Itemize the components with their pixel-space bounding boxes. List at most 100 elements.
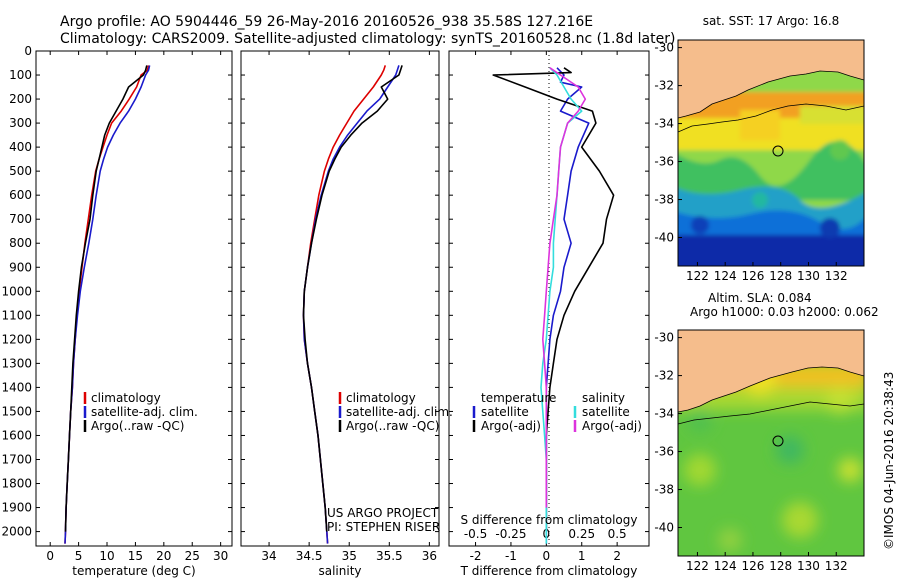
map-x-tick-label: 122 bbox=[686, 269, 709, 283]
depth-tick-label: 1300 bbox=[1, 356, 32, 370]
map-x-tick-label: 130 bbox=[797, 269, 820, 283]
depth-tick-label: 700 bbox=[9, 212, 32, 226]
map-x-tick-label: 122 bbox=[686, 559, 709, 573]
map-y-tick-label: -30 bbox=[654, 331, 674, 345]
map-y-tick-label: -36 bbox=[654, 445, 674, 459]
depth-tick-label: 900 bbox=[9, 260, 32, 274]
salinity-panel-frame bbox=[240, 50, 440, 547]
depth-tick-label: 600 bbox=[9, 188, 32, 202]
x-tick-label: 34.5 bbox=[296, 549, 323, 563]
legend-temperature: climatology satellite-adj. clim. Argo(..… bbox=[83, 391, 198, 433]
sla-map-axes: 122 124 126 128 130 132 -30 -32 -34 -36 -38 -40 bbox=[654, 331, 847, 573]
map-y-tick-label: -34 bbox=[654, 117, 674, 131]
map-y-tick-label: -38 bbox=[654, 193, 674, 207]
depth-tick-label: 1400 bbox=[1, 380, 32, 394]
map-x-tick-label: 130 bbox=[797, 559, 820, 573]
x2-tick-label: 0.25 bbox=[568, 527, 595, 541]
x-tick-label: 25 bbox=[185, 549, 200, 563]
map-x-tick-label: 124 bbox=[714, 269, 737, 283]
map-x-tick-label: 128 bbox=[769, 559, 792, 573]
legend-temp-title: temperature bbox=[481, 391, 556, 405]
depth-tick-label: 800 bbox=[9, 236, 32, 250]
x2-tick-label: -0.25 bbox=[495, 527, 526, 541]
argo-position-marker bbox=[772, 435, 784, 447]
legend-label-sat: satellite-adj. clim. bbox=[346, 405, 453, 419]
x-tick-label: 35 bbox=[342, 549, 357, 563]
project-credit: US ARGO PROJECT bbox=[327, 506, 439, 520]
legend-label-argo: Argo(..raw -QC) bbox=[346, 419, 439, 433]
x-tick-label: 36 bbox=[422, 549, 437, 563]
x-tick-label: 15 bbox=[128, 549, 143, 563]
map-y-tick-label: -40 bbox=[654, 231, 674, 245]
tdiff-xlabel: T difference from climatology bbox=[460, 564, 638, 578]
map-y-tick-label: -32 bbox=[654, 79, 674, 93]
salinity-xlabel: salinity bbox=[318, 564, 361, 578]
x-tick-label: 20 bbox=[156, 549, 171, 563]
x-tick-label: 34 bbox=[261, 549, 276, 563]
depth-tick-label: 0 bbox=[24, 44, 32, 58]
legend-sal-title: salinity bbox=[582, 391, 625, 405]
x-tick-label: 35.5 bbox=[376, 549, 403, 563]
depth-tick-label: 1700 bbox=[1, 452, 32, 466]
depth-tick-label: 1100 bbox=[1, 308, 32, 322]
map-x-tick-label: 126 bbox=[742, 269, 765, 283]
panel-0-series bbox=[64, 65, 151, 544]
panel-1-series bbox=[302, 65, 403, 544]
legend-label-t-argo: Argo(-adj) bbox=[481, 419, 541, 433]
sla-map-title-2: Argo h1000: 0.03 h2000: 0.062 bbox=[690, 305, 879, 319]
map-x-tick-label: 128 bbox=[769, 269, 792, 283]
series-line-temperature-argo-adj- bbox=[492, 67, 615, 532]
map-y-tick-label: -40 bbox=[654, 521, 674, 535]
depth-tick-label: 100 bbox=[9, 68, 32, 82]
x-tick-label: 30 bbox=[213, 549, 228, 563]
sst-map bbox=[678, 40, 864, 266]
sst-land bbox=[678, 40, 864, 118]
map-y-tick-label: -36 bbox=[654, 155, 674, 169]
series-line-salinity-argo-adj- bbox=[541, 67, 587, 508]
depth-axis: 0 100 200 300 400 500 600 700 800 900 1000 1100 1200… bbox=[1, 44, 649, 539]
legend-difference: temperature salinity satellite Argo(-adj… bbox=[472, 391, 642, 433]
x-tick-label: 0 bbox=[543, 549, 551, 563]
depth-tick-label: 500 bbox=[9, 164, 32, 178]
sla-contour bbox=[678, 401, 864, 425]
map-y-tick-label: -38 bbox=[654, 483, 674, 497]
x-tick-label: 10 bbox=[99, 549, 114, 563]
x2-tick-label: -0.5 bbox=[464, 527, 487, 541]
header-line-2: Climatology: CARS2009. Satellite-adjuste… bbox=[60, 31, 675, 47]
sst-contour bbox=[678, 103, 864, 133]
sst-map-axes: 122 124 126 128 130 132 -30 -32 -34 -36 -38 -40 bbox=[654, 41, 847, 283]
x-tick-label: -1 bbox=[505, 549, 517, 563]
legend-label-sat: satellite-adj. clim. bbox=[91, 405, 198, 419]
x-tick-label: 1 bbox=[578, 549, 586, 563]
profile-lines bbox=[64, 65, 615, 544]
header-line-1: Argo profile: AO 5904446_59 26-May-2016 … bbox=[60, 14, 593, 30]
map-x-tick-label: 132 bbox=[825, 269, 848, 283]
x-tick-label: -2 bbox=[470, 549, 482, 563]
map-y-tick-label: -34 bbox=[654, 407, 674, 421]
series-line-satellite-adj-clim- bbox=[302, 65, 400, 544]
series-line-climatology bbox=[302, 65, 387, 544]
x-tick-label: 0 bbox=[46, 549, 54, 563]
series-line-argo-raw-qc- bbox=[64, 65, 148, 532]
sla-map-title-1: Altim. SLA: 0.084 bbox=[708, 291, 812, 305]
temperature-panel-frame bbox=[35, 50, 233, 547]
sdiff-xlabel: S difference from climatology bbox=[461, 513, 638, 527]
x-tick-label: 5 bbox=[75, 549, 83, 563]
depth-tick-label: 400 bbox=[9, 140, 32, 154]
map-y-tick-label: -32 bbox=[654, 369, 674, 383]
legend-label-clim: climatology bbox=[346, 391, 416, 405]
sst-map-frame bbox=[677, 39, 865, 267]
depth-tick-label: 1600 bbox=[1, 428, 32, 442]
sla-land bbox=[678, 330, 864, 412]
map-x-tick-label: 126 bbox=[742, 559, 765, 573]
depth-tick-label: 1900 bbox=[1, 501, 32, 515]
depth-tick-label: 1800 bbox=[1, 477, 32, 491]
sla-map-frame bbox=[677, 329, 865, 557]
depth-tick-label: 200 bbox=[9, 92, 32, 106]
legend-label-argo: Argo(..raw -QC) bbox=[91, 419, 184, 433]
depth-tick-label: 1000 bbox=[1, 284, 32, 298]
map-x-tick-label: 132 bbox=[825, 559, 848, 573]
series-line-salinity-satellite bbox=[540, 67, 583, 544]
depth-tick-label: 300 bbox=[9, 116, 32, 130]
sst-map-title: sat. SST: 17 Argo: 16.8 bbox=[703, 14, 840, 28]
